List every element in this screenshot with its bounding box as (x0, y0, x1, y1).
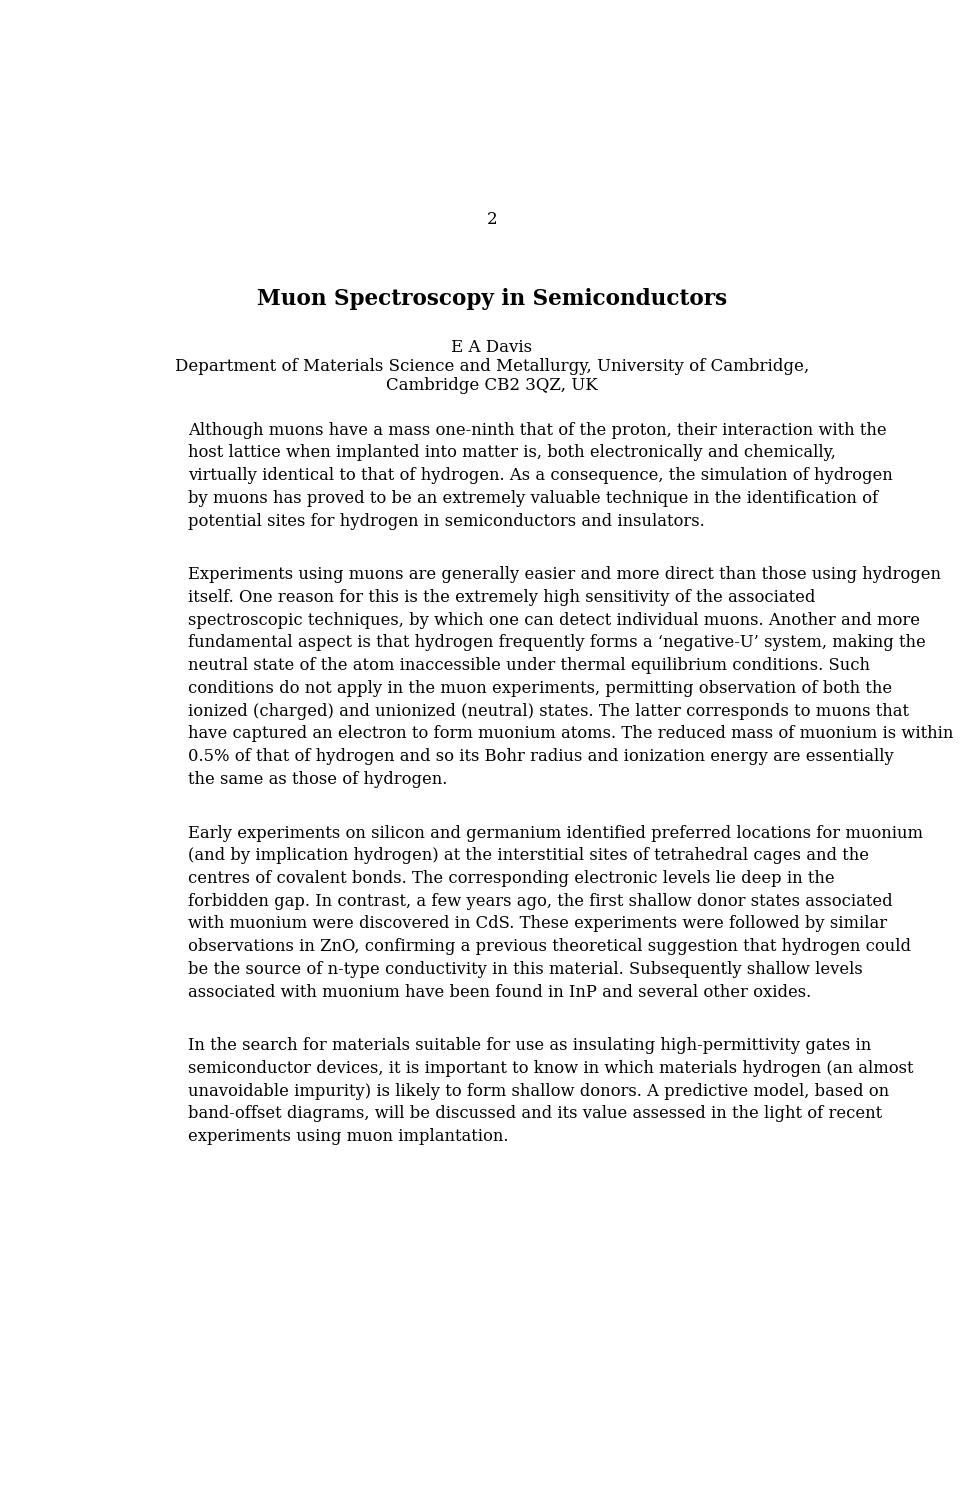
Text: experiments using muon implantation.: experiments using muon implantation. (188, 1129, 509, 1145)
Text: forbidden gap. In contrast, a few years ago, the first shallow donor states asso: forbidden gap. In contrast, a few years … (188, 892, 893, 910)
Text: band-offset diagrams, will be discussed and its value assessed in the light of r: band-offset diagrams, will be discussed … (188, 1105, 882, 1123)
Text: 2: 2 (487, 211, 497, 228)
Text: 0.5% of that of hydrogen and so its Bohr radius and ionization energy are essent: 0.5% of that of hydrogen and so its Bohr… (188, 748, 894, 765)
Text: (and by implication hydrogen) at the interstitial sites of tetrahedral cages and: (and by implication hydrogen) at the int… (188, 847, 870, 864)
Text: E A Davis: E A Davis (451, 338, 533, 356)
Text: Muon Spectroscopy in Semiconductors: Muon Spectroscopy in Semiconductors (257, 287, 727, 310)
Text: by muons has proved to be an extremely valuable technique in the identification : by muons has proved to be an extremely v… (188, 490, 878, 507)
Text: the same as those of hydrogen.: the same as those of hydrogen. (188, 771, 447, 787)
Text: spectroscopic techniques, by which one can detect individual muons. Another and : spectroscopic techniques, by which one c… (188, 612, 921, 629)
Text: potential sites for hydrogen in semiconductors and insulators.: potential sites for hydrogen in semicond… (188, 512, 706, 530)
Text: unavoidable impurity) is likely to form shallow donors. A predictive model, base: unavoidable impurity) is likely to form … (188, 1082, 890, 1100)
Text: Department of Materials Science and Metallurgy, University of Cambridge,: Department of Materials Science and Meta… (175, 358, 809, 376)
Text: semiconductor devices, it is important to know in which materials hydrogen (an a: semiconductor devices, it is important t… (188, 1060, 914, 1076)
Text: associated with muonium have been found in InP and several other oxides.: associated with muonium have been found … (188, 984, 812, 1000)
Text: with muonium were discovered in CdS. These experiments were followed by similar: with muonium were discovered in CdS. The… (188, 915, 888, 933)
Text: fundamental aspect is that hydrogen frequently forms a ‘negative-U’ system, maki: fundamental aspect is that hydrogen freq… (188, 635, 926, 651)
Text: Experiments using muons are generally easier and more direct than those using hy: Experiments using muons are generally ea… (188, 566, 942, 584)
Text: be the source of n-type conductivity in this material. Subsequently shallow leve: be the source of n-type conductivity in … (188, 961, 863, 978)
Text: observations in ZnO, confirming a previous theoretical suggestion that hydrogen : observations in ZnO, confirming a previo… (188, 939, 911, 955)
Text: neutral state of the atom inaccessible under thermal equilibrium conditions. Suc: neutral state of the atom inaccessible u… (188, 657, 871, 674)
Text: In the search for materials suitable for use as insulating high-permittivity gat: In the search for materials suitable for… (188, 1037, 872, 1054)
Text: host lattice when implanted into matter is, both electronically and chemically,: host lattice when implanted into matter … (188, 445, 836, 461)
Text: itself. One reason for this is the extremely high sensitivity of the associated: itself. One reason for this is the extre… (188, 590, 816, 606)
Text: conditions do not apply in the muon experiments, permitting observation of both : conditions do not apply in the muon expe… (188, 680, 893, 698)
Text: have captured an electron to form muonium atoms. The reduced mass of muonium is : have captured an electron to form muoniu… (188, 726, 954, 743)
Text: Cambridge CB2 3QZ, UK: Cambridge CB2 3QZ, UK (386, 377, 598, 394)
Text: Although muons have a mass one-ninth that of the proton, their interaction with : Although muons have a mass one-ninth tha… (188, 422, 887, 439)
Text: virtually identical to that of hydrogen. As a consequence, the simulation of hyd: virtually identical to that of hydrogen.… (188, 467, 893, 484)
Text: Early experiments on silicon and germanium identified preferred locations for mu: Early experiments on silicon and germani… (188, 825, 924, 841)
Text: ionized (charged) and unionized (neutral) states. The latter corresponds to muon: ionized (charged) and unionized (neutral… (188, 702, 909, 720)
Text: centres of covalent bonds. The corresponding electronic levels lie deep in the: centres of covalent bonds. The correspon… (188, 870, 835, 888)
